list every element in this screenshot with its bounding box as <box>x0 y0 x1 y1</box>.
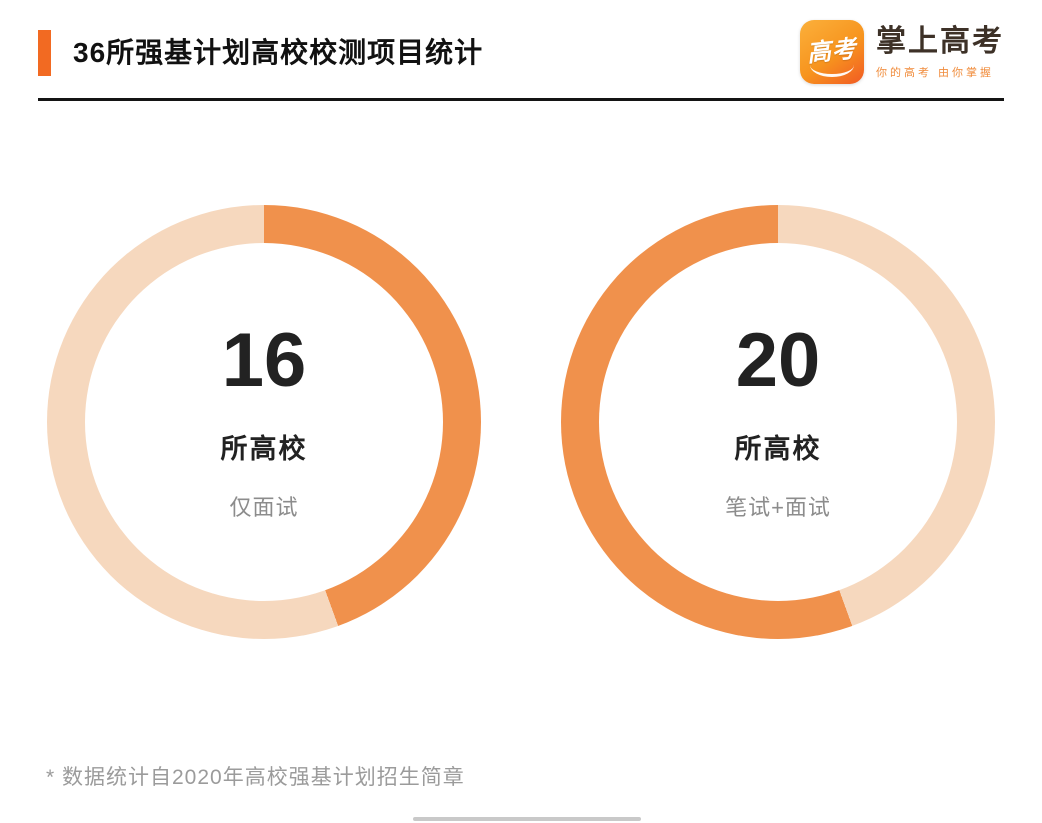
open-book-icon <box>810 65 854 77</box>
school-count-value: 20 <box>735 317 821 403</box>
brand-text-block: 掌上高考 你的高考 由你掌握 <box>876 24 1004 80</box>
bottom-scroll-indicator <box>413 817 641 821</box>
donut-center: 20 所高校 笔试+面试 <box>599 243 957 601</box>
charts-area: 16 所高校 仅面试 20 所高校 笔试+面试 <box>0 205 1042 639</box>
chart-caption: 笔试+面试 <box>725 494 831 520</box>
badge-text: 高考 <box>805 34 859 68</box>
chart-caption: 仅面试 <box>229 494 299 520</box>
brand-logo: 高考 掌上高考 你的高考 由你掌握 <box>800 20 1004 84</box>
header-divider <box>38 98 1004 101</box>
page-title: 36所强基计划高校校测项目统计 <box>73 37 484 68</box>
school-count-unit: 所高校 <box>220 433 308 464</box>
school-count-unit: 所高校 <box>734 433 822 464</box>
donut-chart-written-plus-interview: 20 所高校 笔试+面试 <box>561 205 995 639</box>
school-count-value: 16 <box>221 317 307 403</box>
gaokao-badge-icon: 高考 <box>800 20 864 84</box>
data-source-footnote: * 数据统计自2020年高校强基计划招生简章 <box>46 766 465 789</box>
donut-center: 16 所高校 仅面试 <box>85 243 443 601</box>
brand-name: 掌上高考 <box>876 25 1004 58</box>
header: 36所强基计划高校校测项目统计 高考 掌上高考 你的高考 由你掌握 <box>0 0 1042 84</box>
title-accent-bar <box>38 30 51 76</box>
donut-chart-interview-only: 16 所高校 仅面试 <box>47 205 481 639</box>
brand-tagline: 你的高考 由你掌握 <box>876 67 995 79</box>
